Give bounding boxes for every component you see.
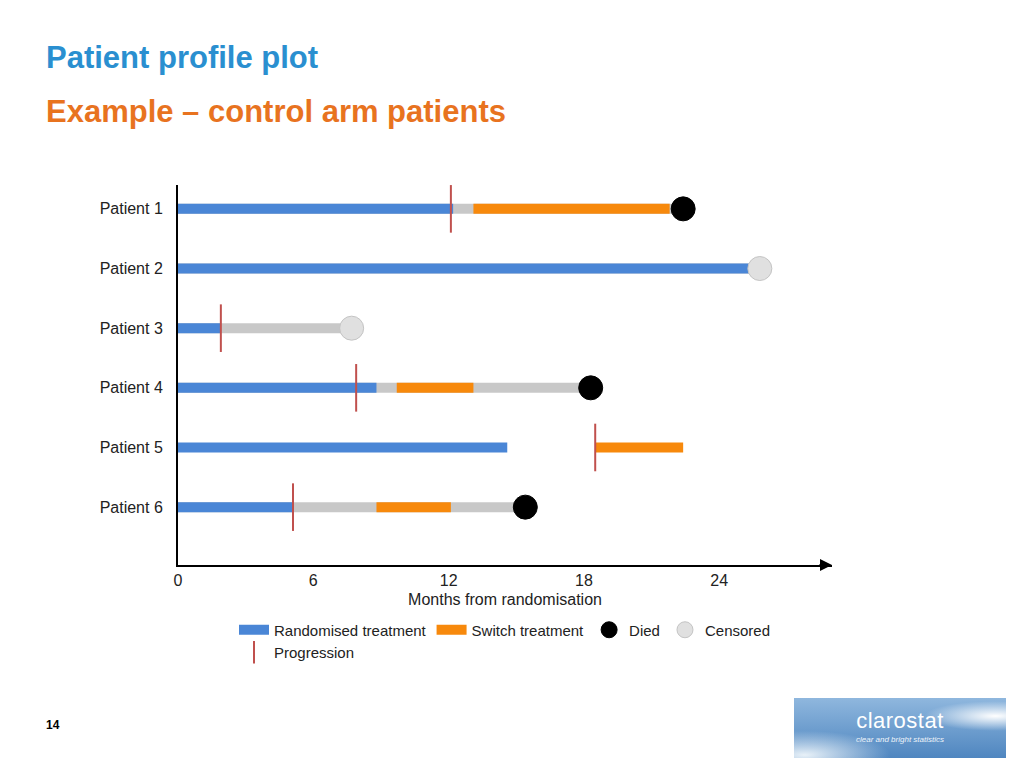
html-text:Example – control arm patients: Example – control arm patients xyxy=(46,94,506,129)
svg-text:Switch treatment: Switch treatment xyxy=(472,622,585,639)
svg-text:18: 18 xyxy=(575,572,593,589)
svg-text:Patient 1: Patient 1 xyxy=(100,200,163,217)
html-text:14: 14 xyxy=(46,718,60,732)
svg-text:12: 12 xyxy=(440,572,458,589)
svg-text:24: 24 xyxy=(710,572,728,589)
svg-text:Patient 2: Patient 2 xyxy=(100,260,163,277)
html-text:Patient profile plot: Patient profile plot xyxy=(46,40,319,75)
svg-text:Patient 3: Patient 3 xyxy=(100,320,163,337)
svg-text:Died: Died xyxy=(629,622,660,639)
svg-text:Months from randomisation: Months from randomisation xyxy=(408,591,602,608)
svg-text:Patient 5: Patient 5 xyxy=(100,439,163,456)
html-text:clarostat: clarostat xyxy=(856,708,944,733)
html-text:clear and bright statistics: clear and bright statistics xyxy=(856,735,944,744)
svg-text:0: 0 xyxy=(174,572,183,589)
svg-text:Patient 6: Patient 6 xyxy=(100,499,163,516)
svg-text:6: 6 xyxy=(309,572,318,589)
svg-text:Randomised treatment: Randomised treatment xyxy=(274,622,427,639)
svg-text:Progression: Progression xyxy=(274,644,354,661)
svg-text:Censored: Censored xyxy=(705,622,770,639)
svg-text:Patient 4: Patient 4 xyxy=(100,379,163,396)
